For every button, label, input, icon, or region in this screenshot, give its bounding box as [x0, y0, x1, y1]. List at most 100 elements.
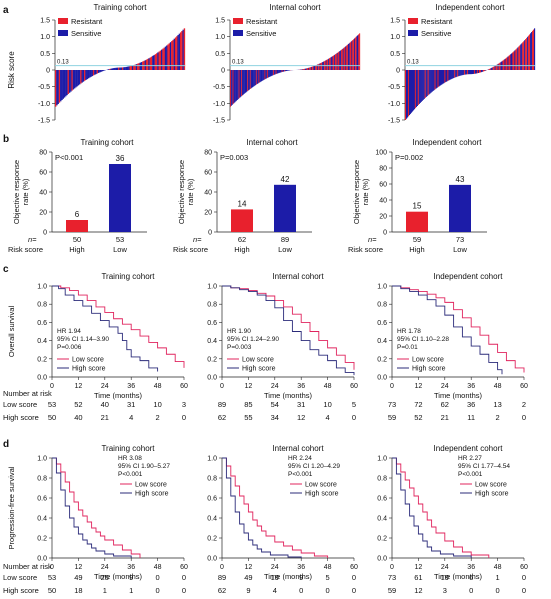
- km-y-tick-label: 0.8: [207, 476, 217, 483]
- waterfall-bar: [507, 56, 509, 70]
- km-hr-text: P=0.003: [227, 344, 252, 351]
- km-title: Training cohort: [101, 444, 155, 453]
- legend-swatch-sensitive: [58, 30, 68, 36]
- waterfall-bar: [275, 70, 277, 75]
- km-x-tick-label: 60: [180, 383, 188, 390]
- waterfall-bar: [284, 70, 286, 72]
- orr-y-tick-label: 80: [39, 150, 47, 157]
- waterfall-bar: [278, 70, 280, 74]
- nar-value: 40: [101, 400, 109, 409]
- waterfall-bar: [509, 54, 511, 70]
- waterfall-bar: [496, 64, 498, 70]
- legend-label-resistant: Resistant: [71, 17, 103, 26]
- orr-p-value: P=0.002: [395, 153, 423, 162]
- waterfall-bar: [240, 70, 242, 97]
- legend-label-sensitive: Sensitive: [71, 29, 101, 38]
- orr-n-value: 59: [413, 235, 421, 244]
- waterfall-bar: [451, 70, 453, 79]
- waterfall-bar: [242, 70, 244, 95]
- orr-y-tick-label: 20: [39, 210, 47, 217]
- waterfall-bar: [353, 39, 355, 70]
- km-hr-text: HR 1.94: [57, 328, 81, 335]
- orr-n-value: 62: [238, 235, 246, 244]
- nar-value: 5: [326, 573, 330, 582]
- km-y-tick-label: 1.0: [207, 284, 217, 291]
- nar-value: 10: [323, 400, 331, 409]
- waterfall-bar: [82, 70, 85, 82]
- waterfall-bar: [154, 54, 157, 70]
- waterfall-bar: [355, 36, 357, 70]
- nar-value: 3: [443, 586, 447, 595]
- waterfall-bar: [339, 51, 341, 70]
- waterfall-bar: [455, 70, 457, 78]
- waterfall-bar: [441, 70, 443, 85]
- waterfall-bar: [514, 50, 516, 70]
- waterfall-bar: [341, 49, 343, 70]
- waterfall-bar: [334, 54, 336, 70]
- waterfall-y-tick-label: 1.5: [40, 18, 50, 25]
- km-x-tick-label: 12: [245, 383, 253, 390]
- km-y-tick-label: 0.6: [37, 320, 47, 327]
- waterfall-bar: [497, 63, 499, 70]
- waterfall-bar: [149, 57, 152, 70]
- waterfall-bar: [257, 70, 259, 84]
- waterfall-bar: [429, 70, 431, 94]
- waterfall-bar: [115, 67, 117, 70]
- km-y-tick-label: 0.6: [207, 320, 217, 327]
- orr-category-label: Low: [453, 245, 467, 254]
- waterfall-bar: [252, 70, 254, 88]
- waterfall-bar: [526, 37, 528, 70]
- waterfall-bar: [477, 70, 480, 74]
- orr-risk-score-label: Risk score: [173, 245, 208, 254]
- km-x-tick-label: 24: [441, 564, 449, 571]
- km-y-tick-label: 0.0: [377, 375, 387, 382]
- waterfall-bar: [345, 46, 347, 70]
- waterfall-bar: [474, 70, 477, 74]
- waterfall-y-tick-label: 1.0: [40, 34, 50, 41]
- waterfall-bar: [488, 68, 490, 70]
- orr-title: Internal cohort: [246, 138, 298, 147]
- waterfall-bar: [337, 52, 339, 70]
- nar-value: 40: [74, 413, 82, 422]
- waterfall-bar: [92, 70, 95, 76]
- waterfall-bar: [183, 28, 186, 70]
- waterfall-bar: [452, 70, 454, 79]
- waterfall-bar: [444, 70, 446, 83]
- waterfall-bar: [424, 70, 426, 98]
- waterfall-bar: [435, 70, 437, 89]
- waterfall-bar: [506, 57, 508, 70]
- waterfall-bar: [482, 70, 484, 72]
- waterfall-title: Training cohort: [93, 3, 147, 12]
- km-hr-text: HR 2.27: [458, 455, 482, 462]
- waterfall-bar: [65, 70, 67, 97]
- waterfall-bar: [304, 68, 306, 70]
- km-legend-low-label: Low score: [475, 482, 507, 489]
- nar-value: 36: [467, 400, 475, 409]
- waterfall-bar: [260, 70, 262, 82]
- waterfall-bar: [268, 70, 270, 78]
- nar-value: 85: [244, 400, 252, 409]
- nar-value: 4: [273, 586, 277, 595]
- waterfall-bar: [235, 70, 237, 102]
- waterfall-bar: [336, 52, 338, 70]
- waterfall-bar: [238, 70, 240, 99]
- waterfall-bar: [433, 70, 435, 91]
- waterfall-bar: [124, 67, 126, 70]
- waterfall-bar: [287, 70, 289, 71]
- waterfall-bar: [90, 70, 92, 77]
- waterfall-bar: [153, 55, 155, 70]
- waterfall-bar: [247, 70, 249, 91]
- waterfall-bar: [517, 47, 519, 70]
- waterfall-bar: [89, 70, 91, 78]
- waterfall-bar: [449, 70, 451, 80]
- waterfall-bar: [527, 36, 529, 70]
- waterfall-bar: [442, 70, 444, 84]
- km-legend-high-label: High score: [412, 366, 446, 373]
- nar-value: 53: [48, 400, 56, 409]
- d-nar-title: Number at risk: [3, 562, 52, 571]
- waterfall-bar: [169, 42, 172, 70]
- waterfall-bar: [173, 38, 176, 70]
- waterfall-bar: [532, 30, 534, 70]
- waterfall-y-tick-label: 1.0: [215, 34, 225, 41]
- nar-value: 0: [326, 586, 330, 595]
